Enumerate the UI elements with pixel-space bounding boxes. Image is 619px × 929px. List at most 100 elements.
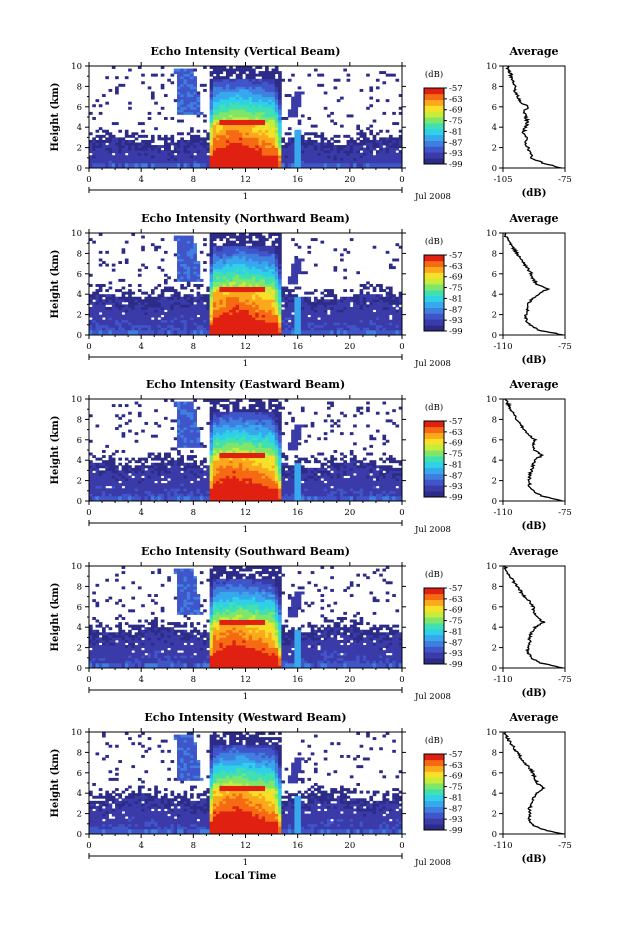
heatmap-cell — [210, 274, 214, 277]
heatmap-cell — [236, 261, 240, 264]
heatmap-cell — [268, 279, 272, 282]
heatmap-cell — [187, 279, 191, 282]
heatmap-cell — [249, 158, 253, 161]
heatmap-cell — [223, 79, 227, 82]
heatmap-cell — [96, 297, 100, 300]
heatmap-cell — [193, 251, 197, 254]
heatmap-cell — [125, 163, 129, 166]
heatmap-cell — [213, 279, 217, 282]
heatmap-cell — [389, 304, 393, 307]
heatmap-cell — [151, 468, 155, 471]
heatmap-cell — [223, 261, 227, 264]
colorbar-swatch — [424, 135, 444, 141]
heatmap-cell — [190, 279, 194, 282]
heatmap-cell — [301, 307, 305, 310]
heatmap-cell — [285, 297, 289, 300]
heatmap-cell — [180, 284, 184, 287]
heatmap-cell — [213, 297, 217, 300]
heatmap-cell — [232, 256, 236, 259]
heatmap-cell — [141, 122, 145, 125]
date-label: Jul 2008 — [414, 359, 451, 369]
heatmap-cell — [216, 112, 220, 115]
heatmap-cell — [389, 302, 393, 305]
heatmap-cell — [285, 330, 289, 333]
heatmap-cell — [301, 304, 305, 307]
heatmap-cell — [177, 241, 181, 244]
heatmap-cell — [197, 299, 201, 302]
heatmap-cell — [144, 163, 148, 166]
avg-y-tick-label: 10 — [486, 229, 497, 239]
heatmap-cell — [249, 140, 253, 143]
heatmap-cell — [232, 117, 236, 120]
heatmap-cell — [376, 327, 380, 330]
heatmap-cell — [252, 104, 256, 107]
heatmap-cell — [167, 310, 171, 313]
heatmap-cell — [307, 153, 311, 156]
heatmap-cell — [347, 148, 351, 151]
heatmap-cell — [187, 86, 191, 89]
heatmap-cell — [236, 97, 240, 100]
heatmap-cell — [272, 69, 276, 72]
heatmap-cell — [223, 81, 227, 84]
heatmap-cell — [210, 302, 214, 305]
heatmap-cell — [288, 325, 292, 328]
heatmap-cell — [151, 315, 155, 318]
heatmap-cell — [294, 302, 298, 305]
heatmap-cell — [184, 143, 188, 146]
heatmap-cell — [265, 84, 269, 87]
heatmap-cell — [291, 294, 295, 297]
heatmap-cell — [112, 460, 116, 463]
heatmap-cell — [255, 160, 259, 163]
heatmap-cell — [180, 97, 184, 100]
heatmap-cell — [294, 163, 298, 166]
heatmap-cell — [102, 312, 106, 315]
heatmap-cell — [278, 81, 282, 84]
heatmap-cell — [164, 297, 168, 300]
heatmap-cell — [190, 264, 194, 267]
heatmap-cell — [154, 330, 158, 333]
heatmap-cell — [294, 315, 298, 318]
heatmap-cell — [219, 102, 223, 105]
heatmap-cell — [92, 465, 96, 468]
heatmap-cell — [164, 317, 168, 320]
heatmap-cell — [229, 276, 233, 279]
heatmap-cell — [96, 470, 100, 473]
heatmap-cell — [259, 279, 263, 282]
heatmap-cell — [122, 137, 126, 140]
heatmap-cell — [255, 281, 259, 284]
heatmap-cell — [324, 148, 328, 151]
heatmap-cell — [125, 261, 129, 264]
heatmap-cell — [366, 320, 370, 323]
colorbar-tick-label: -75 — [449, 117, 463, 127]
heatmap-cell — [213, 86, 217, 89]
heatmap-cell — [135, 302, 139, 305]
heatmap-cell — [99, 322, 103, 325]
heatmap-cell — [135, 473, 139, 476]
heatmap-cell — [223, 125, 227, 128]
heatmap-cell — [363, 317, 367, 320]
heatmap-cell — [252, 132, 256, 135]
heatmap-cell — [115, 137, 119, 140]
heatmap-cell — [216, 266, 220, 269]
heatmap-cell — [148, 493, 152, 496]
heatmap-cell — [392, 294, 396, 297]
heatmap-cell — [197, 104, 201, 107]
heatmap-cell — [304, 155, 308, 158]
heatmap-cell — [307, 145, 311, 148]
heatmap-cell — [167, 315, 171, 318]
heatmap-cell — [141, 135, 145, 138]
heatmap-cell — [200, 284, 204, 287]
heatmap-cell — [252, 140, 256, 143]
heatmap-cell — [314, 150, 318, 153]
heatmap-cell — [92, 153, 96, 156]
heatmap-cell — [343, 276, 347, 279]
heatmap-cell — [265, 137, 269, 140]
heatmap-cell — [242, 140, 246, 143]
heatmap-cell — [223, 284, 227, 287]
heatmap-cell — [320, 155, 324, 158]
heatmap-cell — [193, 320, 197, 323]
heatmap-cell — [229, 325, 233, 328]
heatmap-cell — [301, 330, 305, 333]
heatmap-cell — [200, 297, 204, 300]
heatmap-cell — [154, 302, 158, 305]
